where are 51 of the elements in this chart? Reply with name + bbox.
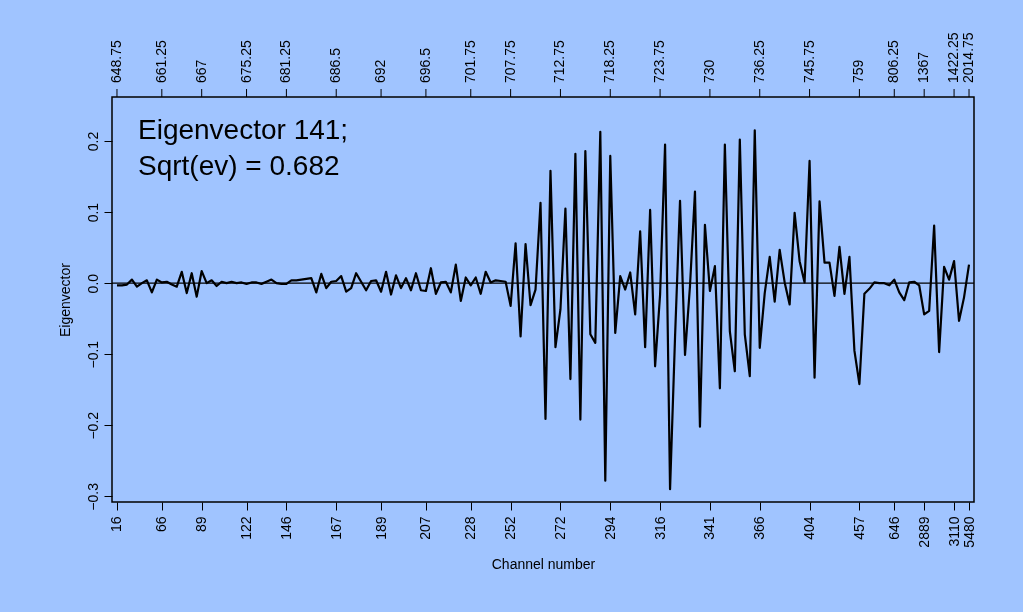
annotation: 686.5 xyxy=(327,47,344,83)
x-tick-label: 646 xyxy=(885,516,902,540)
y-tick-label: 0.0 xyxy=(84,273,101,294)
annotation: 701.75 xyxy=(461,39,478,83)
x-tick-label: 457 xyxy=(850,516,867,540)
x-tick-label: 404 xyxy=(801,516,818,540)
annotation: 661.25 xyxy=(152,39,169,83)
x-tick-label: 146 xyxy=(277,516,294,540)
annotation: 648.75 xyxy=(107,39,124,83)
y-tick-label: −0.2 xyxy=(84,411,101,440)
x-tick-label: 3110 xyxy=(945,516,962,547)
x-tick-label: 167 xyxy=(327,516,344,540)
annotation: 712.75 xyxy=(551,39,568,83)
annotation: 667 xyxy=(192,59,209,83)
x-tick-label: 366 xyxy=(751,516,768,540)
annotation: 681.25 xyxy=(277,39,294,83)
x-tick-label: 16 xyxy=(108,516,125,533)
x-tick-label: 122 xyxy=(238,516,255,540)
x-tick-label: 207 xyxy=(417,516,434,540)
x-tick-label: 5480 xyxy=(960,516,977,548)
annotation: Eigenvector 141; Sqrt(ev) = 0.682 xyxy=(138,114,349,181)
y-tick-label: 0.1 xyxy=(84,202,101,223)
x-tick-label: 294 xyxy=(601,516,618,540)
y-axis-title: Eigenvector xyxy=(56,262,73,337)
x-tick-label: 189 xyxy=(372,516,389,540)
x-tick-label: 89 xyxy=(193,516,210,533)
y-tick-label: 0.2 xyxy=(84,131,101,152)
y-tick-label: −0.3 xyxy=(84,482,101,511)
annotation: 692 xyxy=(372,59,389,83)
y-tick-label: −0.1 xyxy=(84,340,101,369)
annotation: 745.75 xyxy=(800,39,817,83)
annotation: 759 xyxy=(850,59,867,83)
annotation: 1422.25 xyxy=(945,32,962,83)
annotation: 2014.75 xyxy=(960,32,977,83)
annotation: 696.5 xyxy=(416,47,433,83)
x-axis-title: Channel number xyxy=(491,555,596,572)
annotation: 675.25 xyxy=(237,39,254,83)
x-tick-label: 228 xyxy=(462,516,479,540)
annotation: 723.75 xyxy=(651,39,668,83)
x-tick-label: 2889 xyxy=(915,516,932,548)
annotation: 730 xyxy=(700,59,717,83)
annotation: 1367 xyxy=(915,51,932,83)
annotation: 806.25 xyxy=(885,39,902,83)
annotation: 736.25 xyxy=(750,39,767,83)
x-tick-label: 341 xyxy=(701,516,718,540)
x-tick-label: 66 xyxy=(153,516,170,533)
x-tick-label: 316 xyxy=(651,516,668,540)
x-tick-label: 252 xyxy=(502,516,519,540)
annotation: 707.75 xyxy=(501,39,518,83)
x-tick-label: 272 xyxy=(551,516,568,540)
annotation: 718.25 xyxy=(601,39,618,83)
